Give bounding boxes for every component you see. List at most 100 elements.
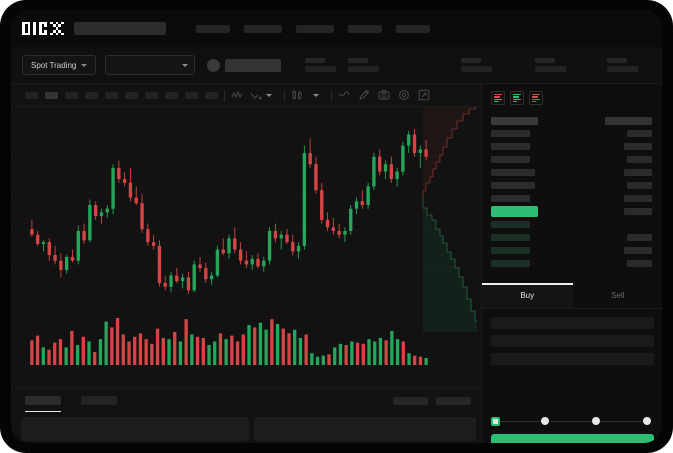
orderbook-mode-both[interactable] [491,91,505,105]
ask-amount [627,130,652,137]
trading-pair-select[interactable] [105,55,196,75]
candlestick-chart[interactable] [11,107,481,312]
nav-item-4[interactable] [348,24,382,33]
amount-slider[interactable] [491,416,654,428]
timeframe-5[interactable] [105,91,118,99]
toolbar-divider [224,89,225,101]
volume-chart[interactable] [11,312,481,387]
nav-item-2[interactable] [244,24,282,33]
orderbook-col-amount [605,116,652,125]
tab-buy[interactable]: Buy [482,283,573,308]
candle-icon[interactable] [291,89,303,101]
chevron-down-icon [182,63,189,67]
chevron-down-icon[interactable] [266,93,272,97]
timeframe-6[interactable] [125,91,138,99]
nav-item-3[interactable] [296,24,334,33]
chevron-down-icon[interactable] [313,93,319,97]
order-total-field[interactable] [491,353,654,365]
ticker-stat-5 [607,58,639,72]
bid-amount [624,247,652,254]
orderbook-bid-row[interactable] [491,244,652,257]
slider-step-2[interactable] [592,417,600,425]
timeframe-4[interactable] [85,91,98,99]
submit-order-button[interactable] [491,434,654,443]
orders-panel-left[interactable] [21,417,249,441]
nav-item-5[interactable] [396,24,430,33]
search-input[interactable] [74,22,166,35]
orderbook-sidebar: Buy Sell [481,84,662,443]
orderbook-ask-row[interactable] [491,140,652,153]
camera-icon[interactable] [378,89,390,101]
orderbook-ask-row[interactable] [491,192,652,205]
bid-price [491,260,530,267]
orderbook-bid-row[interactable] [491,231,652,244]
market-type-select[interactable]: Spot Trading [22,55,97,75]
ticker-stat-label [461,58,482,63]
orders-tab-2[interactable] [81,396,117,405]
ask-price [491,182,535,189]
pair-avatar [207,58,221,72]
ticker-stat-value [607,66,639,72]
last-price-display [225,58,282,72]
orderbook-ask-row[interactable] [491,127,652,140]
ticker-stat-label [607,58,628,63]
ask-price [491,156,530,163]
orderbook-ask-row[interactable] [491,153,652,166]
orderbook-list[interactable] [482,111,662,296]
wave-icon[interactable] [338,89,350,101]
timeframe-group [25,91,218,99]
orderbook-mode-bids[interactable] [510,91,524,105]
tab-sell[interactable]: Sell [611,291,625,300]
orders-tab-1[interactable] [25,396,61,412]
timeframe-10[interactable] [205,91,218,99]
timeframe-9[interactable] [185,91,198,99]
orders-actions [393,396,471,405]
chart-toolbar [11,84,481,107]
ask-amount [624,169,652,176]
orderbook-ask-row[interactable] [491,166,652,179]
ticker-stat-4 [535,58,567,72]
indicator-icon[interactable] [231,89,243,101]
orderbook-bid-row[interactable] [491,257,652,270]
toolbar-divider [331,89,332,101]
timeframe-2[interactable] [45,91,58,99]
nav-item-1[interactable] [196,24,230,33]
slider-step-3[interactable] [643,417,651,425]
orderbook-ask-row[interactable] [491,179,652,192]
app-screen: Spot Trading [11,10,662,443]
bid-price [491,221,530,228]
timeframe-7[interactable] [145,91,158,99]
bid-amount [627,260,652,267]
header-nav [196,24,430,33]
fullscreen-icon[interactable] [418,89,430,101]
timeframe-8[interactable] [165,91,178,99]
settings-icon[interactable] [398,89,410,101]
okx-logo[interactable] [22,21,64,36]
bid-price [491,247,530,254]
pencil-icon[interactable] [358,89,370,101]
slider-step-0[interactable] [491,416,500,426]
orderbook-bid-row[interactable] [491,218,652,231]
order-price-field[interactable] [491,317,654,329]
orderbook-last-price-row[interactable] [491,205,652,218]
orders-action-2[interactable] [436,396,471,405]
order-amount-field[interactable] [491,335,654,347]
line-chart-icon[interactable] [250,89,262,101]
bid-price [491,234,530,241]
price-chart-panel[interactable] [11,107,481,387]
bottom-panels [11,413,481,443]
ask-amount [627,156,652,163]
ticker-stat-value [535,66,567,72]
ask-price [491,143,530,150]
orders-panel-right[interactable] [254,417,476,441]
trade-side-tabs: Buy Sell [482,283,662,309]
orderbook-header-row [491,114,652,127]
orders-action-1[interactable] [393,396,428,405]
slider-step-1[interactable] [541,417,549,425]
timeframe-1[interactable] [25,91,38,99]
timeframe-3[interactable] [65,91,78,99]
orderbook-last-amount [624,208,652,215]
ask-amount [627,182,652,189]
orderbook-mode-asks[interactable] [529,91,543,105]
